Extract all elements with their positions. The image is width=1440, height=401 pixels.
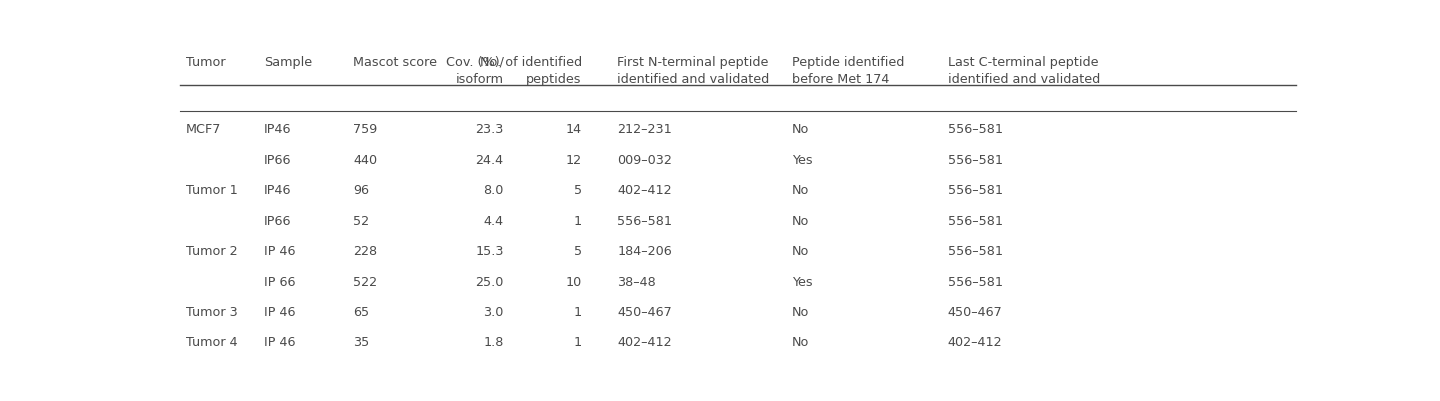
Text: 10: 10: [566, 275, 582, 289]
Text: 8.0: 8.0: [484, 184, 504, 197]
Text: 212–231: 212–231: [618, 124, 672, 136]
Text: 556–581: 556–581: [948, 245, 1002, 258]
Text: Tumor 2: Tumor 2: [186, 245, 238, 258]
Text: 440: 440: [353, 154, 377, 167]
Text: Yes: Yes: [792, 154, 812, 167]
Text: 184–206: 184–206: [618, 245, 672, 258]
Text: Tumor 3: Tumor 3: [186, 306, 238, 319]
Text: Sample: Sample: [264, 56, 312, 69]
Text: 1: 1: [573, 215, 582, 228]
Text: Mascot score: Mascot score: [353, 56, 436, 69]
Text: 228: 228: [353, 245, 377, 258]
Text: Tumor: Tumor: [186, 56, 225, 69]
Text: First N-terminal peptide
identified and validated: First N-terminal peptide identified and …: [618, 56, 770, 86]
Text: Tumor 4: Tumor 4: [186, 336, 238, 350]
Text: No. of identified
peptides: No. of identified peptides: [480, 56, 582, 86]
Text: Cov. (%)/
isoform: Cov. (%)/ isoform: [446, 56, 504, 86]
Text: IP46: IP46: [264, 184, 291, 197]
Text: 15.3: 15.3: [475, 245, 504, 258]
Text: 14: 14: [566, 124, 582, 136]
Text: 009–032: 009–032: [618, 154, 672, 167]
Text: 759: 759: [353, 124, 377, 136]
Text: 65: 65: [353, 306, 369, 319]
Text: 3.0: 3.0: [484, 306, 504, 319]
Text: IP 46: IP 46: [264, 336, 295, 350]
Text: 450–467: 450–467: [618, 306, 672, 319]
Text: 35: 35: [353, 336, 369, 350]
Text: 12: 12: [566, 154, 582, 167]
Text: IP 46: IP 46: [264, 245, 295, 258]
Text: 402–412: 402–412: [618, 336, 672, 350]
Text: No: No: [792, 215, 809, 228]
Text: 556–581: 556–581: [948, 154, 1002, 167]
Text: No: No: [792, 245, 809, 258]
Text: Last C-terminal peptide
identified and validated: Last C-terminal peptide identified and v…: [948, 56, 1100, 86]
Text: IP46: IP46: [264, 124, 291, 136]
Text: 96: 96: [353, 184, 369, 197]
Text: Peptide identified
before Met 174: Peptide identified before Met 174: [792, 56, 904, 86]
Text: 556–581: 556–581: [948, 184, 1002, 197]
Text: MCF7: MCF7: [186, 124, 220, 136]
Text: 24.4: 24.4: [475, 154, 504, 167]
Text: No: No: [792, 124, 809, 136]
Text: IP66: IP66: [264, 154, 291, 167]
Text: IP66: IP66: [264, 215, 291, 228]
Text: No: No: [792, 336, 809, 350]
Text: 38–48: 38–48: [618, 275, 657, 289]
Text: IP 66: IP 66: [264, 275, 295, 289]
Text: 522: 522: [353, 275, 377, 289]
Text: 402–412: 402–412: [618, 184, 672, 197]
Text: 556–581: 556–581: [948, 215, 1002, 228]
Text: No: No: [792, 184, 809, 197]
Text: 25.0: 25.0: [475, 275, 504, 289]
Text: 52: 52: [353, 215, 369, 228]
Text: Tumor 1: Tumor 1: [186, 184, 238, 197]
Text: 450–467: 450–467: [948, 306, 1002, 319]
Text: No: No: [792, 306, 809, 319]
Text: 1: 1: [573, 306, 582, 319]
Text: 5: 5: [573, 184, 582, 197]
Text: Yes: Yes: [792, 275, 812, 289]
Text: 402–412: 402–412: [948, 336, 1002, 350]
Text: 556–581: 556–581: [948, 275, 1002, 289]
Text: 5: 5: [573, 245, 582, 258]
Text: 556–581: 556–581: [948, 124, 1002, 136]
Text: 1.8: 1.8: [484, 336, 504, 350]
Text: IP 46: IP 46: [264, 306, 295, 319]
Text: 23.3: 23.3: [475, 124, 504, 136]
Text: 556–581: 556–581: [618, 215, 672, 228]
Text: 1: 1: [573, 336, 582, 350]
Text: 4.4: 4.4: [484, 215, 504, 228]
